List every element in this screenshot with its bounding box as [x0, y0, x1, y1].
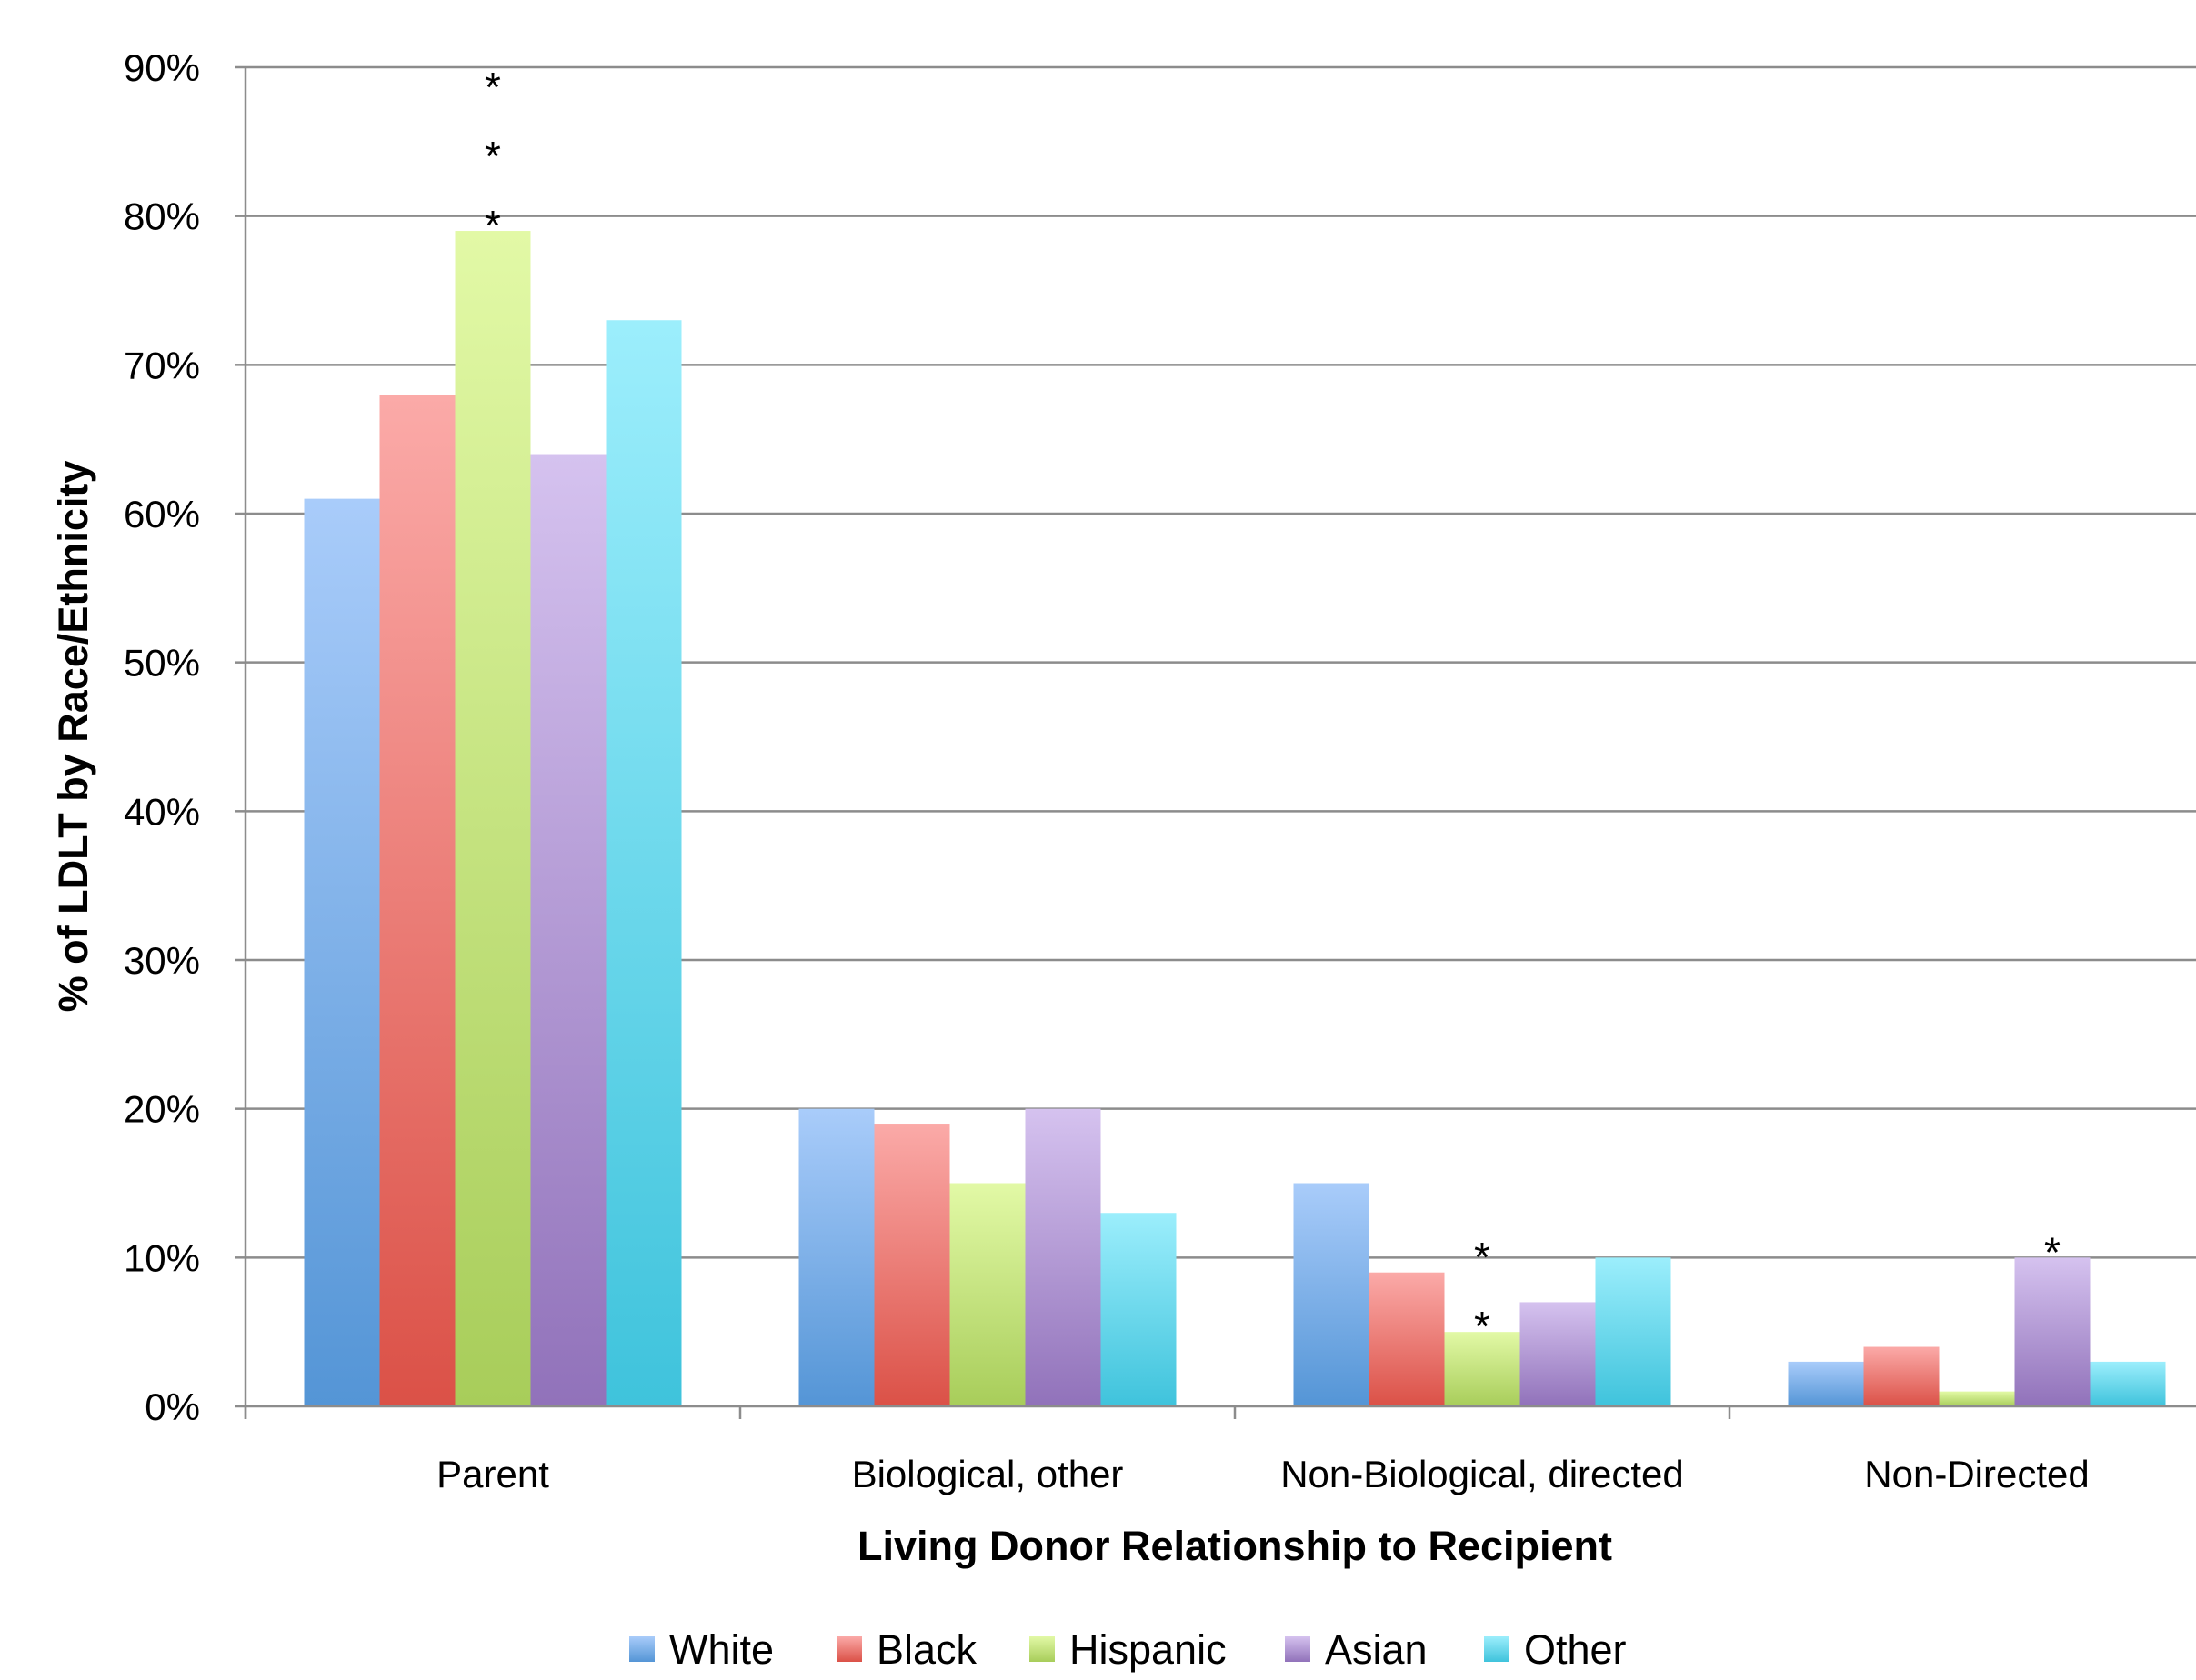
bars [304, 231, 2166, 1407]
x-axis-title: Living Donor Relationship to Recipient [857, 1523, 1612, 1569]
bar-white-non-directed [1788, 1361, 1864, 1406]
bar-other-non-directed [2090, 1361, 2166, 1406]
x-tick-label-parent: Parent [436, 1453, 549, 1495]
bar-hispanic-parent [455, 231, 531, 1407]
y-tick-label: 10% [124, 1236, 200, 1279]
legend-swatch-other [1484, 1636, 1509, 1662]
legend-label-hispanic: Hispanic [1069, 1626, 1227, 1673]
bar-white-non-biological-directed [1293, 1183, 1369, 1406]
bar-black-biological-other [874, 1124, 950, 1406]
bar-white-parent [304, 498, 380, 1406]
y-axis-title: % of LDLT by Race/Ethnicity [50, 461, 96, 1013]
legend-label-black: Black [877, 1626, 978, 1673]
bar-asian-non-biological-directed [1519, 1302, 1596, 1406]
y-tick-label: 80% [124, 195, 200, 238]
legend: White Black Hispanic Asian Other [629, 1626, 1627, 1673]
y-tick-label: 50% [124, 642, 200, 685]
bar-black-non-directed [1863, 1346, 1940, 1406]
bar-other-parent [606, 320, 682, 1406]
significance-asterisk: * [485, 133, 501, 180]
bar-black-parent [379, 395, 456, 1407]
legend-swatch-white [629, 1636, 655, 1662]
bar-black-non-biological-directed [1369, 1272, 1445, 1406]
legend-label-white: White [669, 1626, 774, 1673]
bar-other-non-biological-directed [1595, 1257, 1671, 1406]
y-tick-label: 40% [124, 790, 200, 833]
bar-asian-parent [530, 454, 607, 1406]
legend-swatch-asian [1285, 1636, 1310, 1662]
bar-asian-biological-other [1025, 1108, 1101, 1406]
y-tick-label: 20% [124, 1088, 200, 1131]
significance-asterisk: * [2044, 1228, 2061, 1275]
significance-asterisk: * [485, 64, 501, 111]
legend-label-other: Other [1524, 1626, 1627, 1673]
x-tick-label-non-directed: Non-Directed [1864, 1453, 2089, 1495]
legend-label-asian: Asian [1325, 1626, 1428, 1673]
bar-asian-non-directed [2014, 1257, 2091, 1406]
legend-swatch-hispanic [1029, 1636, 1055, 1662]
bar-hispanic-non-biological-directed [1444, 1332, 1520, 1406]
y-tick-label: 0% [145, 1385, 200, 1428]
bar-white-biological-other [798, 1108, 875, 1406]
y-tick-label: 60% [124, 493, 200, 535]
significance-asterisk: * [485, 202, 501, 249]
significance-asterisk: * [1474, 1303, 1490, 1350]
y-tick-label: 70% [124, 344, 200, 386]
bar-other-biological-other [1100, 1213, 1177, 1406]
axes: 0% 10% 20% 30% 40% 50% 60% 70% 80% 90% Parent Biolo… [124, 46, 2196, 1495]
x-tick-label-non-biological-directed: Non-Biological, directed [1280, 1453, 1684, 1495]
significance-asterisk: * [1474, 1234, 1490, 1281]
y-tick-label: 90% [124, 46, 200, 89]
legend-swatch-black [837, 1636, 862, 1662]
significance-annotations: * * * * * * [485, 64, 2061, 1350]
x-tick-label-biological-other: Biological, other [852, 1453, 1124, 1495]
bar-hispanic-biological-other [949, 1183, 1026, 1406]
y-tick-label: 30% [124, 939, 200, 982]
bar-hispanic-non-directed [1939, 1391, 2015, 1406]
